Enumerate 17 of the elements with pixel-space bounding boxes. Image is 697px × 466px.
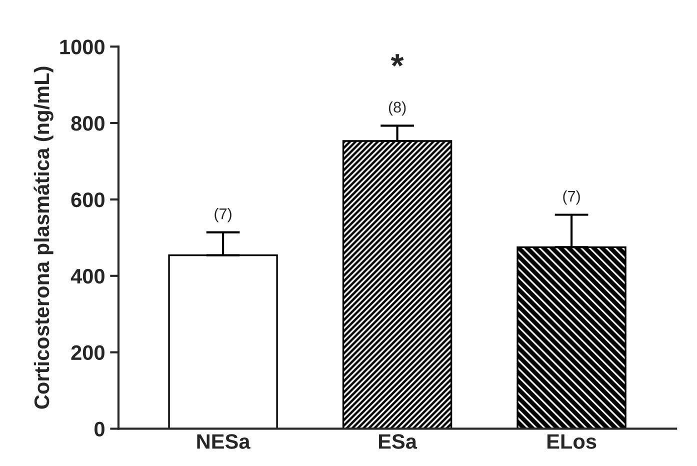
bar: [516, 246, 626, 429]
y-tick-label: 0: [94, 422, 104, 436]
bar: [168, 254, 278, 429]
annotation: (7): [214, 208, 232, 222]
x-tick-label: NESa: [197, 434, 250, 449]
annotation: (8): [388, 101, 406, 116]
x-tick-label: ELos: [547, 434, 596, 449]
y-tick-label: 600: [71, 192, 104, 208]
y-axis-title: Corticosterona plasmática (ng/mL): [34, 66, 54, 409]
y-tick-label: 200: [71, 345, 104, 360]
y-tick-label: 1000: [60, 40, 104, 54]
bar: [342, 140, 452, 429]
y-tick-label: 400: [70, 268, 104, 284]
y-tick-label: 800: [71, 116, 104, 131]
x-tick-label: ESa: [378, 434, 418, 449]
annotation: *: [390, 54, 404, 66]
annotation: (7): [563, 190, 580, 205]
